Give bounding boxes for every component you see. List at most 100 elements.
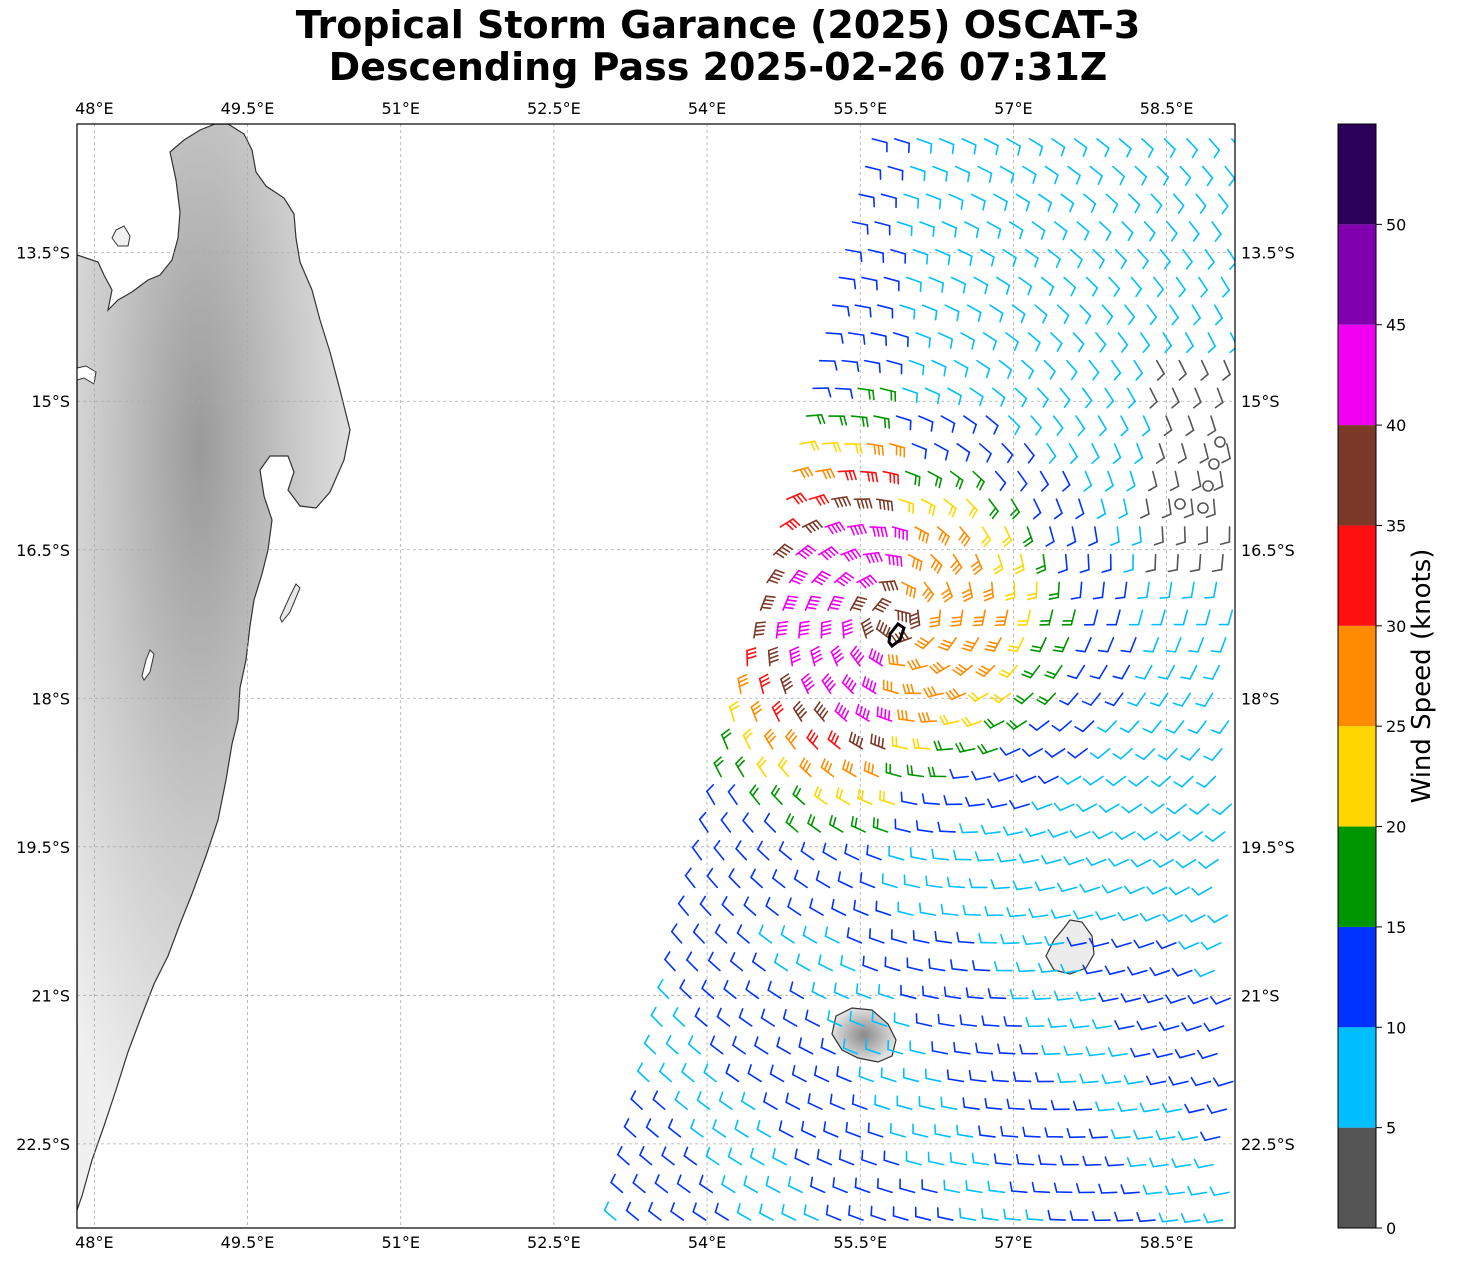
wind-barb	[872, 817, 889, 833]
wind-barb	[990, 692, 1012, 704]
wind-barb	[799, 757, 812, 778]
wind-barb	[720, 812, 732, 833]
wind-barb	[915, 332, 931, 349]
wind-barb	[936, 1207, 954, 1221]
wind-barb	[1184, 1103, 1205, 1114]
wind-barb	[813, 786, 828, 806]
wind-barb	[820, 620, 832, 639]
longitude-labels-bottom: 48°E 49.5°E 51°E 52.5°E 54°E 55.5°E 57°E 58.5°E	[75, 1233, 1193, 1252]
wind-barb	[948, 193, 964, 211]
wind-barb	[1137, 248, 1149, 270]
wind-barb	[1069, 1018, 1090, 1029]
wind-barb	[708, 951, 721, 972]
wind-barb	[1221, 443, 1231, 464]
wind-barb	[737, 673, 749, 695]
wind-barb	[977, 165, 993, 183]
longitude-labels-top: 48°E 49.5°E 51°E 52.5°E 54°E 55.5°E 57°E 58.5°E	[75, 99, 1193, 118]
wind-barb	[1124, 304, 1136, 325]
wind-barb	[1126, 387, 1136, 409]
wind-barb	[955, 742, 976, 753]
wind-barb	[854, 1177, 871, 1194]
wind-barb	[825, 332, 844, 344]
lake-alaotra	[141, 649, 155, 681]
wind-barb	[1030, 637, 1047, 653]
wind-barb	[1052, 415, 1064, 436]
wind-barb	[1060, 193, 1075, 213]
wind-barb	[1053, 221, 1068, 241]
wind-barb	[1038, 962, 1058, 973]
wind-barb	[1057, 1072, 1077, 1083]
wind-barb	[1079, 883, 1100, 893]
wind-barb	[921, 1179, 938, 1194]
wind-barb	[1199, 443, 1209, 464]
wind-barb	[775, 621, 789, 639]
wind-barb	[736, 924, 750, 944]
wind-barb	[978, 443, 992, 463]
wind-barb	[953, 1041, 971, 1055]
wind-barb	[812, 387, 832, 398]
wind-barb	[827, 1010, 843, 1027]
wind-barb	[993, 553, 1004, 575]
wind-barb	[676, 1174, 691, 1194]
wind-barb	[1085, 857, 1107, 867]
wind-barb	[983, 138, 999, 156]
wind-barb	[1133, 1129, 1154, 1140]
wind-barb	[1145, 1075, 1167, 1086]
wind-barb	[1015, 1153, 1035, 1166]
wind-barb	[742, 728, 753, 750]
wind-barb	[758, 924, 773, 944]
wind-barb	[857, 788, 873, 806]
wind-barb	[834, 702, 850, 722]
wind-barb	[1016, 609, 1031, 626]
wind-barb	[1205, 498, 1216, 519]
wind-barb	[862, 676, 877, 695]
wind-barb	[774, 953, 789, 972]
wind-barb	[785, 813, 799, 833]
wind-barb	[992, 387, 1006, 407]
wind-barb	[909, 165, 926, 182]
wind-barb	[1088, 937, 1110, 948]
map-frame	[76, 123, 1236, 1229]
wind-barb	[876, 1178, 893, 1194]
wind-barb	[1222, 359, 1231, 381]
wind-barb	[877, 304, 894, 319]
wind-barb	[1107, 1047, 1128, 1057]
wind-barb	[895, 415, 912, 431]
wind-barb	[822, 842, 837, 861]
wind-barb	[699, 895, 712, 916]
wind-barb	[683, 1146, 698, 1166]
wind-barb	[1098, 992, 1119, 1003]
wind-barb	[1207, 332, 1216, 354]
wind-barb	[990, 1070, 1009, 1083]
wind-barb	[993, 961, 1013, 972]
wind-barb	[985, 415, 999, 435]
wind-barb	[1079, 553, 1090, 574]
wind-barb	[1163, 415, 1173, 437]
wind-barb	[1066, 359, 1078, 381]
wind-barb	[716, 1007, 731, 1027]
wind-barb	[1117, 332, 1129, 353]
wind-barb	[721, 1175, 736, 1194]
wind-barb	[1136, 1020, 1157, 1031]
wind-barb	[1101, 553, 1112, 573]
longitude-tick-label: 49.5°E	[221, 1233, 275, 1252]
wind-barb	[1133, 939, 1155, 949]
wind-barb	[961, 138, 977, 155]
wind-barb	[867, 248, 885, 263]
wind-barb	[703, 1063, 717, 1083]
wind-barb	[987, 988, 1007, 1000]
wind-barb	[1031, 989, 1052, 1001]
wind-barb	[914, 526, 930, 544]
wind-barb	[1009, 1181, 1028, 1194]
wind-barb	[752, 952, 766, 972]
latitude-tick-label: 19.5°S	[16, 838, 70, 857]
wind-barb	[803, 1204, 819, 1221]
wind-barb	[1195, 193, 1207, 214]
storm-center-marker	[887, 621, 906, 649]
wind-barb	[698, 811, 709, 833]
wind-barb	[766, 569, 785, 584]
wind-barb	[1158, 1021, 1180, 1031]
wind-barb	[740, 1091, 756, 1110]
wind-barb	[1022, 747, 1043, 757]
wind-barb	[1006, 907, 1026, 918]
